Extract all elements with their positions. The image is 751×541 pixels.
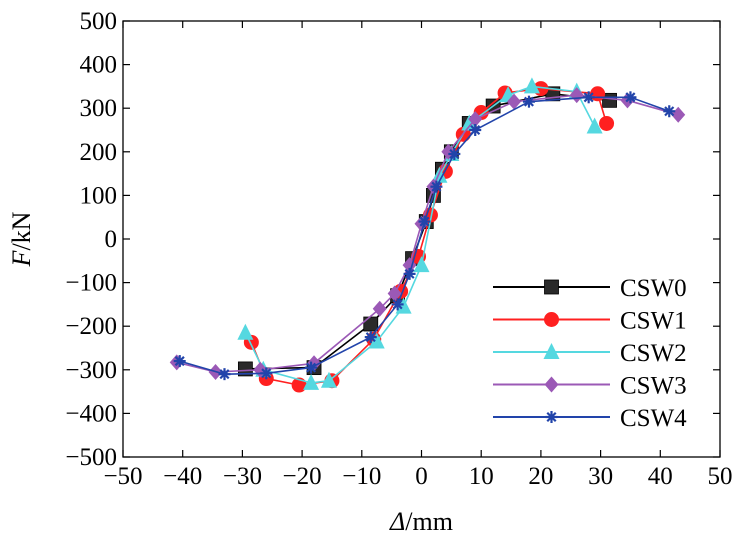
point-csw2 xyxy=(431,166,448,183)
point-csw4 xyxy=(305,361,318,374)
legend-label-csw4: CSW4 xyxy=(620,405,687,432)
point-csw3 xyxy=(387,285,402,302)
series-csw2 xyxy=(237,77,603,390)
x-tick-label: 20 xyxy=(528,463,553,490)
point-csw3 xyxy=(468,111,483,128)
y-tick-label: −300 xyxy=(65,357,117,384)
point-csw4 xyxy=(403,267,416,280)
point-csw4 xyxy=(391,298,404,311)
x-tick-label: 10 xyxy=(469,463,494,490)
y-tick-label: 0 xyxy=(105,226,118,253)
series-csw4 xyxy=(173,91,676,381)
legend-marker-csw3 xyxy=(544,376,559,393)
x-tick-label: 0 xyxy=(415,463,428,490)
y-axis-label-symbol: F xyxy=(7,249,36,267)
series-layer xyxy=(169,77,686,393)
legend-marker-csw1 xyxy=(544,312,559,327)
x-tick-label: −50 xyxy=(103,463,142,490)
point-csw4 xyxy=(260,367,273,380)
x-tick-label: 30 xyxy=(588,463,613,490)
x-tick-label: 50 xyxy=(708,463,733,490)
point-csw4 xyxy=(173,355,186,368)
point-csw0 xyxy=(363,316,379,332)
legend-label-csw0: CSW0 xyxy=(620,275,687,302)
y-tick-label: −100 xyxy=(65,270,117,297)
x-axis-label-symbol: Δ xyxy=(389,507,405,536)
series-line-csw1 xyxy=(250,87,608,386)
legend-item-csw0: CSW0 xyxy=(493,275,687,302)
y-axis-label: F/kN xyxy=(7,211,36,267)
point-csw3 xyxy=(372,300,387,317)
point-csw4 xyxy=(624,91,637,104)
x-tick-label: −20 xyxy=(283,463,322,490)
legend-item-csw2: CSW2 xyxy=(493,340,687,367)
axis-ticks: −50 −40 −30 −20 −10 0 10 20 30 40 50−500−400−300−2… xyxy=(65,8,732,490)
legend-item-csw4: CSW4 xyxy=(493,405,687,432)
point-csw4 xyxy=(430,180,443,193)
y-tick-label: 500 xyxy=(80,8,118,35)
legend-label-csw3: CSW3 xyxy=(620,373,687,400)
point-csw2 xyxy=(461,114,478,131)
point-csw2 xyxy=(395,297,412,314)
point-csw2 xyxy=(320,371,337,388)
point-csw2 xyxy=(237,323,254,340)
legend: CSW0 CSW1 CSW2 CSW3 CSW4 xyxy=(493,275,687,432)
y-tick-label: −200 xyxy=(65,313,117,340)
y-tick-label: 100 xyxy=(80,182,118,209)
y-tick-label: −500 xyxy=(65,444,117,471)
y-tick-label: −400 xyxy=(65,400,117,427)
legend-item-csw3: CSW3 xyxy=(493,373,687,400)
point-csw2 xyxy=(413,256,430,273)
y-tick-label: 300 xyxy=(80,95,118,122)
x-tick-label: −30 xyxy=(223,463,262,490)
point-csw2 xyxy=(303,373,320,390)
x-axis-label-unit: /mm xyxy=(405,507,453,536)
point-csw2 xyxy=(523,77,540,94)
point-csw2 xyxy=(368,332,385,349)
legend-marker-csw0 xyxy=(544,279,559,295)
point-csw2 xyxy=(586,117,603,134)
point-csw0 xyxy=(237,361,253,377)
point-csw4 xyxy=(218,368,231,381)
legend-item-csw1: CSW1 xyxy=(493,308,687,335)
point-csw4 xyxy=(582,91,595,104)
legend-label-csw2: CSW2 xyxy=(620,340,687,367)
point-csw3 xyxy=(507,93,522,110)
x-tick-label: −40 xyxy=(163,463,202,490)
series-csw1 xyxy=(243,81,615,393)
point-csw4 xyxy=(469,124,482,136)
point-csw1 xyxy=(599,115,615,131)
y-tick-label: 400 xyxy=(80,52,118,79)
legend-label-csw1: CSW1 xyxy=(620,308,687,335)
y-tick-label: 200 xyxy=(80,139,118,166)
point-csw4 xyxy=(364,331,377,344)
x-axis-label: Δ/mm xyxy=(389,507,453,536)
x-tick-label: 40 xyxy=(648,463,673,490)
legend-marker-csw2 xyxy=(543,343,560,359)
point-csw4 xyxy=(418,215,431,228)
x-tick-label: −10 xyxy=(342,463,381,490)
point-csw4 xyxy=(663,105,676,118)
point-csw4 xyxy=(448,147,461,160)
legend-marker-csw4 xyxy=(545,411,558,423)
point-csw4 xyxy=(522,95,535,108)
y-axis-label-unit: /kN xyxy=(7,211,36,250)
